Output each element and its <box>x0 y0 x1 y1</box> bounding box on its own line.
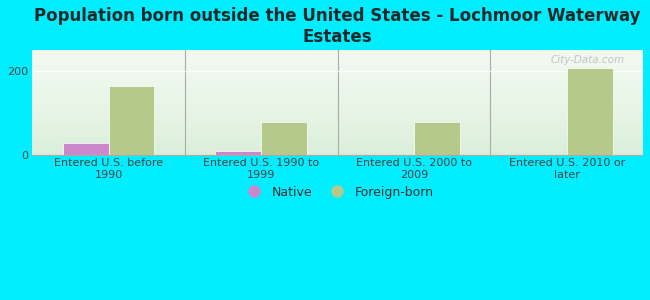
Bar <box>216 151 261 155</box>
Bar <box>261 122 307 155</box>
Title: Population born outside the United States - Lochmoor Waterway
Estates: Population born outside the United State… <box>34 7 641 46</box>
Bar <box>63 142 109 155</box>
Bar <box>414 122 460 155</box>
Legend: Native, Foreign-born: Native, Foreign-born <box>237 181 439 204</box>
Text: City-Data.com: City-Data.com <box>551 55 625 65</box>
Bar <box>109 86 155 155</box>
Bar <box>567 68 612 155</box>
